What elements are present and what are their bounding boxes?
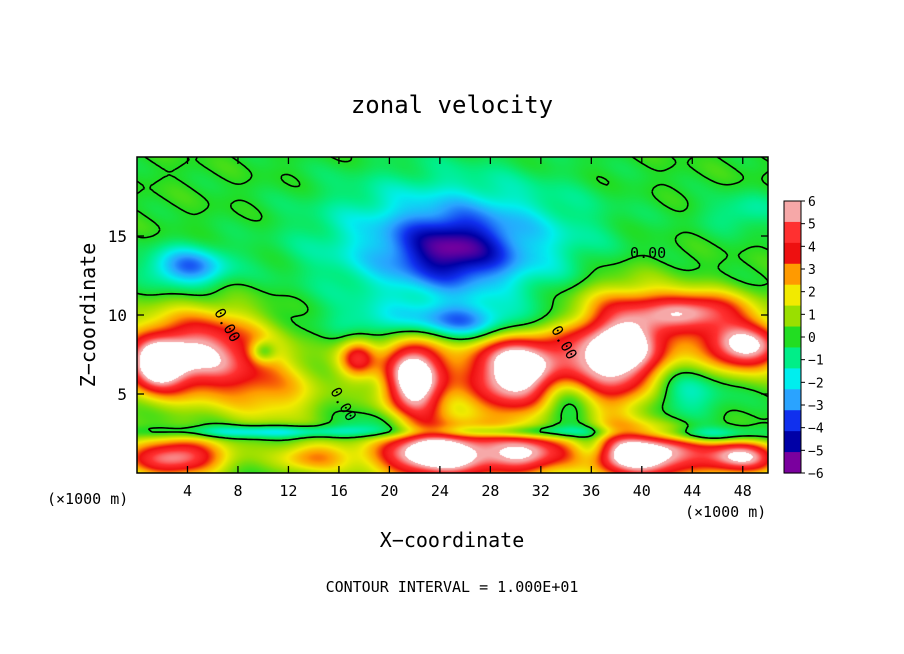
colorbar-label: 0 — [808, 331, 816, 346]
colorbar-label: −5 — [808, 444, 824, 459]
colorbar-swatch — [784, 347, 801, 369]
colorbar-label: 5 — [808, 218, 816, 233]
x-tick-label: 36 — [582, 482, 600, 500]
y-axis-label: Z−coordinate — [76, 243, 100, 388]
x-tick-label: 16 — [330, 482, 348, 500]
colorbar-label: −3 — [808, 399, 824, 414]
x-axis-label: X−coordinate — [380, 528, 525, 552]
colorbar-swatch — [784, 263, 801, 286]
x-tick-label: 12 — [279, 482, 297, 500]
colorbar-swatch — [784, 431, 801, 453]
colorbar-swatch — [784, 326, 801, 349]
x-tick-label: 8 — [233, 482, 242, 500]
colorbar-label: −2 — [808, 376, 824, 391]
contour-line-zero — [137, 157, 768, 442]
y-tick-label: 10 — [108, 306, 127, 325]
y-axis: 5 10 15 — [108, 227, 768, 404]
colorbar-swatch — [784, 221, 801, 244]
colorbar-label: 2 — [808, 286, 816, 301]
chart-title: zonal velocity — [351, 91, 553, 119]
colorbar-swatch — [784, 284, 801, 307]
x-tick-label: 4 — [183, 482, 192, 500]
colorbar-label: −1 — [808, 354, 824, 369]
colorbar-label: 3 — [808, 263, 816, 278]
x-axis: 4 8 12 16 20 24 28 32 36 40 44 48 — [183, 157, 752, 500]
zero-contours — [137, 157, 768, 442]
x-unit-left: (×1000 m) — [47, 490, 128, 508]
colorbar-label: 4 — [808, 240, 816, 255]
contour-interval-note: CONTOUR INTERVAL = 1.000E+01 — [326, 578, 579, 596]
colorbar-label: −4 — [808, 422, 824, 437]
x-tick-label: 32 — [532, 482, 550, 500]
x-tick-label: 28 — [481, 482, 499, 500]
colorbar-swatch — [784, 201, 801, 223]
colorbar-swatch — [784, 410, 801, 432]
x-tick-label: 48 — [734, 482, 752, 500]
y-tick-label: 5 — [117, 385, 127, 404]
colorbar: 6 5 4 3 2 1 0 −1 −2 −3 −4 −5 −6 — [783, 195, 824, 482]
colorbar-swatch — [784, 452, 801, 474]
colorbar-swatch — [784, 389, 801, 411]
colorbar-swatch — [784, 242, 801, 265]
colorbar-swatch — [784, 305, 801, 328]
x-tick-label: 24 — [431, 482, 449, 500]
x-tick-label: 20 — [380, 482, 398, 500]
x-tick-label: 40 — [633, 482, 651, 500]
colorbar-label: 1 — [808, 308, 816, 323]
y-tick-label: 15 — [108, 227, 127, 246]
colorbar-label: −6 — [808, 467, 824, 482]
x-tick-label: 44 — [683, 482, 701, 500]
x-unit-right: (×1000 m) — [685, 503, 766, 521]
colorbar-label: 6 — [808, 195, 816, 210]
colorbar-swatch — [784, 368, 801, 390]
contour-label: 0.00 — [630, 244, 666, 262]
velocity-field — [137, 157, 768, 473]
